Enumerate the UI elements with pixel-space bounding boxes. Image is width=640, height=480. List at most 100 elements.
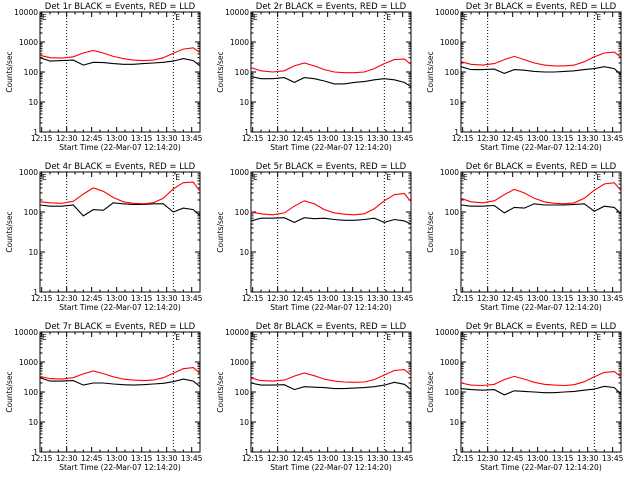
x-tick-label: 13:00 bbox=[106, 134, 128, 143]
x-tick-label: 12:15 bbox=[452, 454, 474, 463]
x-tick-label: 12:15 bbox=[452, 294, 474, 303]
y-tick-label: 1000 bbox=[19, 38, 38, 47]
plot-frame bbox=[250, 171, 412, 293]
corner-glyph-left: E bbox=[253, 333, 258, 342]
chart-panel-7: Det 7r BLACK = Events, RED = LLD 1 10 100 10… bbox=[5, 322, 203, 472]
x-tick-label: 13:30 bbox=[156, 454, 178, 463]
x-tick-label: 12:15 bbox=[31, 294, 53, 303]
y-tick-label: 10 bbox=[449, 248, 459, 257]
x-tick-label: 12:30 bbox=[267, 294, 289, 303]
x-tick-label: 13:45 bbox=[602, 454, 624, 463]
corner-glyph-right: E bbox=[596, 333, 601, 342]
chart-panel-5: Det 5r BLACK = Events, RED = LLD 1 10 100 10… bbox=[216, 162, 414, 312]
x-tick-label: 13:00 bbox=[106, 294, 128, 303]
series-line-lld bbox=[460, 371, 622, 387]
x-tick-label: 13:30 bbox=[367, 454, 389, 463]
y-tick-label: 10000 bbox=[14, 328, 38, 337]
x-tick-label: 13:00 bbox=[527, 454, 549, 463]
x-tick-label: 12:15 bbox=[242, 134, 264, 143]
x-tick-label: 13:45 bbox=[181, 134, 203, 143]
y-tick-label: 1000 bbox=[230, 168, 249, 177]
y-tick-label: 1 bbox=[244, 448, 249, 457]
x-tick-label: 13:30 bbox=[577, 134, 599, 143]
series-line-lld bbox=[460, 182, 622, 205]
x-tick-label: 13:30 bbox=[156, 294, 178, 303]
x-tick-label: 13:00 bbox=[317, 294, 339, 303]
y-tick-label: 1000 bbox=[440, 358, 459, 367]
y-tick-label: 100 bbox=[235, 68, 250, 77]
chart-panel-2: Det 2r BLACK = Events, RED = LLD 1 10 100 10… bbox=[216, 2, 414, 152]
corner-glyph-right: E bbox=[175, 13, 180, 22]
corner-glyph-left: E bbox=[253, 13, 258, 22]
chart-title: Det 3r BLACK = Events, RED = LLD bbox=[466, 2, 617, 12]
y-tick-label: 100 bbox=[445, 68, 460, 77]
x-axis-label: Start Time (22-Mar-07 12:14:20) bbox=[59, 463, 181, 472]
x-tick-label: 12:30 bbox=[56, 454, 78, 463]
x-tick-label: 13:45 bbox=[392, 134, 414, 143]
chart-panel-3: Det 3r BLACK = Events, RED = LLD 1 10 100 10… bbox=[426, 2, 624, 152]
y-tick-label: 1 bbox=[454, 288, 459, 297]
y-axis-label: Counts/sec bbox=[5, 211, 14, 252]
x-tick-label: 13:00 bbox=[317, 134, 339, 143]
y-tick-label: 100 bbox=[24, 388, 39, 397]
corner-glyph-right: E bbox=[175, 333, 180, 342]
x-tick-label: 13:15 bbox=[342, 134, 364, 143]
chart-panel-4: Det 4r BLACK = Events, RED = LLD 1 10 100 10… bbox=[5, 162, 203, 312]
series-line-events bbox=[460, 385, 622, 396]
y-tick-label: 100 bbox=[445, 388, 460, 397]
x-tick-label: 12:30 bbox=[56, 294, 78, 303]
x-axis-label: Start Time (22-Mar-07 12:14:20) bbox=[59, 303, 181, 312]
y-tick-label: 10000 bbox=[435, 8, 459, 17]
y-tick-label: 10 bbox=[239, 98, 249, 107]
chart-title: Det 9r BLACK = Events, RED = LLD bbox=[466, 322, 617, 332]
x-tick-label: 12:15 bbox=[452, 134, 474, 143]
x-tick-label: 12:30 bbox=[477, 294, 499, 303]
x-tick-label: 13:00 bbox=[527, 294, 549, 303]
x-tick-label: 13:15 bbox=[131, 134, 153, 143]
y-tick-label: 10 bbox=[28, 418, 38, 427]
plot-frame bbox=[39, 11, 201, 133]
series-line-lld bbox=[250, 192, 412, 216]
x-tick-label: 13:15 bbox=[342, 454, 364, 463]
y-tick-label: 100 bbox=[235, 388, 250, 397]
y-tick-label: 1 bbox=[33, 288, 38, 297]
corner-glyph-right: E bbox=[386, 333, 391, 342]
plot-frame bbox=[460, 171, 622, 293]
x-tick-label: 13:30 bbox=[577, 294, 599, 303]
series-line-lld bbox=[39, 181, 201, 205]
x-tick-label: 12:30 bbox=[477, 454, 499, 463]
x-tick-label: 12:45 bbox=[292, 294, 314, 303]
y-tick-label: 1000 bbox=[19, 168, 38, 177]
corner-glyph-left: E bbox=[42, 333, 47, 342]
x-axis-label: Start Time (22-Mar-07 12:14:20) bbox=[270, 303, 392, 312]
series-line-events bbox=[39, 202, 201, 217]
x-tick-label: 12:45 bbox=[81, 134, 103, 143]
y-tick-label: 1000 bbox=[230, 38, 249, 47]
y-tick-label: 1 bbox=[33, 448, 38, 457]
corner-glyph-left: E bbox=[463, 333, 468, 342]
x-tick-label: 13:15 bbox=[342, 294, 364, 303]
y-tick-label: 10000 bbox=[225, 8, 249, 17]
series-line-lld bbox=[250, 369, 412, 383]
chart-panel-8: Det 8r BLACK = Events, RED = LLD 1 10 100 10… bbox=[216, 322, 414, 472]
x-tick-label: 12:15 bbox=[242, 294, 264, 303]
corner-glyph-right: E bbox=[386, 13, 391, 22]
y-axis-label: Counts/sec bbox=[426, 371, 435, 412]
x-tick-label: 13:45 bbox=[602, 134, 624, 143]
series-line-events bbox=[39, 377, 201, 388]
series-line-events bbox=[250, 217, 412, 225]
y-tick-label: 10 bbox=[449, 418, 459, 427]
series-line-events bbox=[460, 203, 622, 215]
chart-title: Det 4r BLACK = Events, RED = LLD bbox=[45, 162, 196, 172]
y-tick-label: 100 bbox=[24, 68, 39, 77]
x-axis-label: Start Time (22-Mar-07 12:14:20) bbox=[480, 303, 602, 312]
x-tick-label: 13:00 bbox=[527, 134, 549, 143]
y-axis-label: Counts/sec bbox=[426, 211, 435, 252]
y-tick-label: 1 bbox=[454, 128, 459, 137]
corner-glyph-left: E bbox=[42, 173, 47, 182]
y-tick-label: 100 bbox=[235, 208, 250, 217]
y-tick-label: 10 bbox=[449, 98, 459, 107]
x-tick-label: 13:15 bbox=[131, 294, 153, 303]
y-tick-label: 10 bbox=[239, 418, 249, 427]
corner-glyph-left: E bbox=[42, 13, 47, 22]
